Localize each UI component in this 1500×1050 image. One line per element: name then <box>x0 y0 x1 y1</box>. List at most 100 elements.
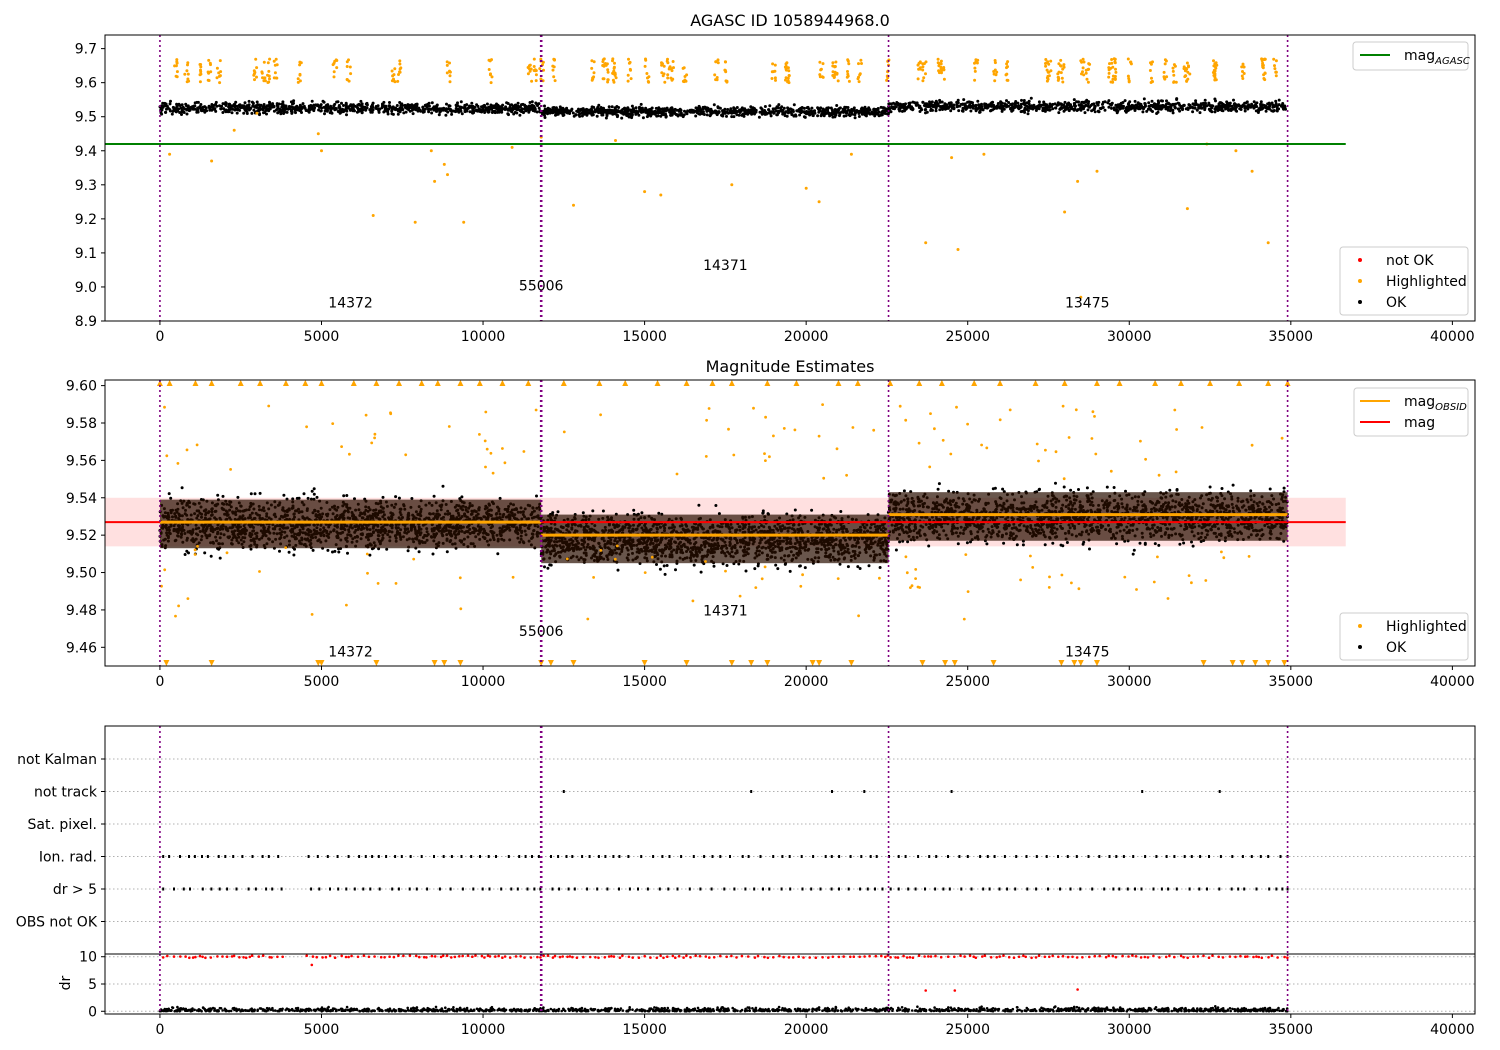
agasc-ok-points-pt-2660 <box>1173 106 1177 110</box>
agasc-ok-points-pt-2686 <box>1209 109 1213 113</box>
agasc-ok-points-pt-687 <box>437 113 441 117</box>
agasc-legend-1-swatch-1 <box>1358 279 1362 283</box>
agasc-ok-points-pt-2152 <box>1175 97 1179 101</box>
agasc-ok-points-pt-1647 <box>777 103 781 107</box>
agasc-ok-points-pt-331 <box>522 111 525 115</box>
agasc-ok-points-pt-1731 <box>628 108 632 112</box>
agasc-ok-points-pt-2377 <box>976 107 979 111</box>
agasc-highlighted-points-pt-483 <box>1187 65 1190 69</box>
magnitude-ok-points-pt-16 <box>381 495 385 499</box>
agasc-ok-points-pt-2426 <box>1059 106 1063 110</box>
agasc-highlighted-points-pt-448 <box>612 80 616 84</box>
agasc-ok-points-pt-727 <box>408 109 412 113</box>
agasc-ok-points-pt-380 <box>323 112 326 116</box>
agasc-highlighted-points-pt-33 <box>534 73 538 77</box>
agasc-ok-points-pt-2641 <box>1073 103 1076 107</box>
agasc-ok-points-pt-2012 <box>1055 103 1059 107</box>
agasc-ok-points-pt-2393 <box>961 102 965 106</box>
agasc-highlighted-points-pt-6 <box>526 66 530 69</box>
agasc-ok-points-pt-900 <box>774 109 778 113</box>
agasc-ok-points-pt-1895 <box>1037 107 1041 111</box>
agasc-ok-points-pt-2638 <box>1255 105 1259 108</box>
agasc-highlighted-points-pt-276 <box>666 61 670 65</box>
agasc-ok-points-pt-2449 <box>984 102 988 106</box>
agasc-highlighted-points-pt-462 <box>1213 78 1217 82</box>
agasc-ok-points-pt-736 <box>323 105 327 109</box>
agasc-ok-points-pt-2691 <box>1153 104 1157 108</box>
agasc-highlighted-points-pt-583 <box>924 241 928 245</box>
agasc-ok-points-pt-2554 <box>1103 100 1107 104</box>
agasc-highlighted-points-pt-197 <box>1127 79 1131 83</box>
agasc-ok-points-pt-2276 <box>989 102 993 106</box>
agasc-ok-points-pt-2527 <box>1124 110 1128 114</box>
agasc-highlighted-points-pt-46 <box>1162 75 1166 79</box>
agasc-ok-points-pt-2649 <box>1019 110 1023 114</box>
agasc-ok-points-pt-840 <box>465 107 469 111</box>
agasc-ok-points-pt-507 <box>395 104 399 107</box>
agasc-highlighted-points-pt-7 <box>528 69 532 73</box>
agasc-ok-points-pt-486 <box>390 109 394 113</box>
agasc-highlighted-points-pt-400 <box>1114 70 1118 74</box>
agasc-ok-points-pt-2471 <box>1213 107 1217 111</box>
agasc-highlighted-points-pt-28 <box>490 75 494 79</box>
agasc-ok-points-pt-862 <box>476 104 480 108</box>
agasc-ok-points-pt-1957 <box>1191 110 1195 114</box>
agasc-highlighted-points-pt-22 <box>335 59 339 62</box>
agasc-highlighted-points-pt-34 <box>534 79 538 83</box>
agasc-ok-points-pt-1540 <box>826 109 830 113</box>
agasc-highlighted-points-pt-570 <box>442 162 446 166</box>
agasc-highlighted-points-pt-370 <box>590 59 594 63</box>
agasc-highlighted-points-pt-366 <box>627 61 631 65</box>
agasc-ok-points-pt-1526 <box>629 114 633 118</box>
agasc-highlighted-points-pt-490 <box>847 79 851 83</box>
agasc-ok-points-pt-2601 <box>1042 100 1046 104</box>
agasc-ok-points-pt-1311 <box>572 114 576 118</box>
agasc-highlighted-points-pt-575 <box>572 203 575 207</box>
agasc-ok-points-pt-189 <box>300 111 303 114</box>
agasc-highlighted-points-pt-579 <box>730 183 734 187</box>
agasc-ok-points-pt-667 <box>213 107 217 111</box>
agasc-ok-points-pt-1757 <box>860 109 864 113</box>
agasc-ok-points-pt-1276 <box>763 105 767 108</box>
agasc-ok-points-pt-2313 <box>1015 105 1019 108</box>
agasc-highlighted-points-pt-349 <box>399 66 403 70</box>
agasc-ok-points-pt-1738 <box>648 113 652 116</box>
agasc-ok-points-pt-1615 <box>794 113 797 117</box>
agasc-highlighted-points-pt-111 <box>1085 77 1089 81</box>
agasc-ok-points-pt-1671 <box>551 107 555 111</box>
agasc-highlighted-points-pt-439 <box>448 69 451 73</box>
agasc-xtick-label-2: 10000 <box>461 329 506 345</box>
agasc-ok-points-pt-230 <box>180 113 183 116</box>
agasc-highlighted-points-pt-371 <box>592 71 596 75</box>
agasc-xtick-label-4: 20000 <box>784 329 829 345</box>
agasc-highlighted-points-pt-94 <box>1274 59 1278 63</box>
agasc-ok-points-pt-1771 <box>608 111 612 115</box>
agasc-ok-points-pt-1504 <box>863 113 867 117</box>
agasc-ok-points-pt-585 <box>456 108 459 112</box>
agasc-ok-points-pt-2623 <box>1176 107 1180 111</box>
agasc-ok-points-pt-2134 <box>1073 107 1077 111</box>
agasc-ok-points-pt-1725 <box>806 110 810 114</box>
agasc-ok-points-pt-1497 <box>852 106 856 110</box>
agasc-highlighted-points-pt-343 <box>1056 75 1060 79</box>
agasc-ok-points-pt-2656 <box>1199 103 1202 107</box>
agasc-ok-points-pt-1793 <box>565 109 569 113</box>
agasc-highlighted-points-pt-191 <box>185 69 189 73</box>
agasc-highlighted-points-pt-301 <box>298 73 302 77</box>
agasc-ok-points-pt-1744 <box>706 107 710 111</box>
agasc-ok-points-pt-1247 <box>786 111 790 115</box>
agasc-highlighted-points-pt-593 <box>1234 149 1238 153</box>
magnitude-ok-points-pt-1261 <box>253 492 257 496</box>
agasc-highlighted-points-pt-406 <box>1113 57 1117 61</box>
agasc-ok-points-pt-1685 <box>664 115 668 119</box>
agasc-ok-points-pt-1762 <box>623 106 627 110</box>
agasc-ok-points-pt-722 <box>530 107 534 111</box>
agasc-highlighted-points-pt-354 <box>1263 57 1267 61</box>
agasc-ok-points-pt-2570 <box>1051 102 1055 106</box>
magnitude-ok-points-pt-708 <box>346 551 349 555</box>
agasc-highlighted-points-pt-121 <box>713 73 717 77</box>
agasc-ok-points-pt-2594 <box>1232 98 1235 102</box>
agasc-ok-points-pt-693 <box>330 111 334 115</box>
agasc-highlighted-points-pt-572 <box>462 220 466 224</box>
agasc-ok-points-pt-1720 <box>634 106 638 110</box>
